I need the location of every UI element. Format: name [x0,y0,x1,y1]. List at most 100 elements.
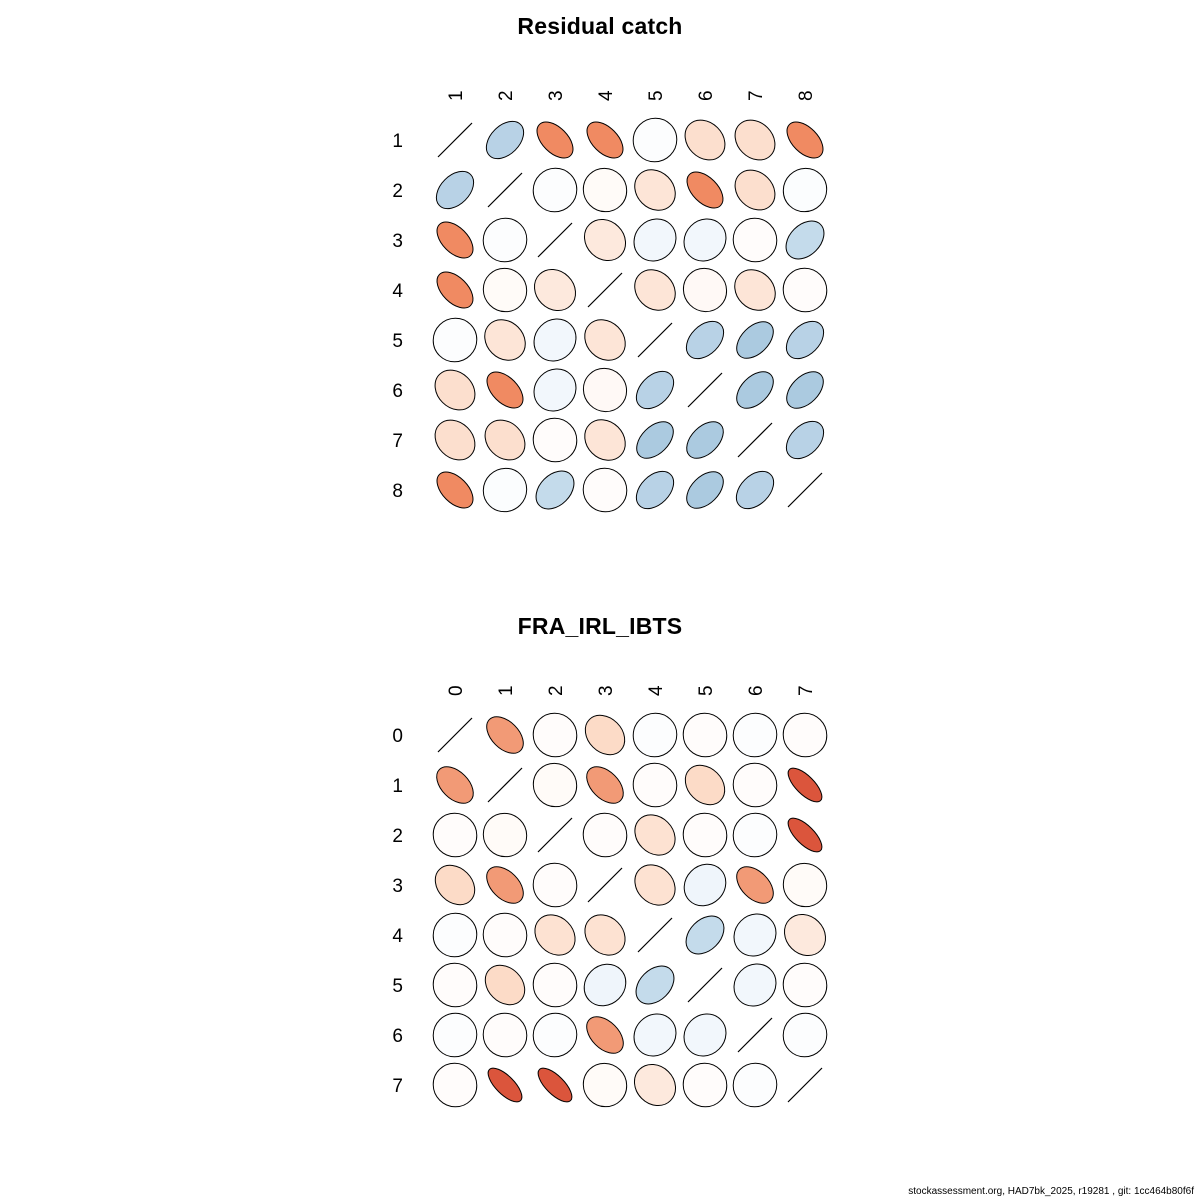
correlation-ellipse [436,471,474,509]
row-label: 7 [392,1076,403,1097]
diagonal-unit-correlation-line [737,422,773,458]
diagonal-unit-correlation-line [637,917,673,953]
correlation-ellipse [486,866,524,904]
correlation-ellipse [736,371,774,409]
correlation-ellipse [532,417,578,463]
row-label: 1 [392,776,403,797]
footer-text: stockassessment.org, HAD7bk_2025, r19281… [908,1186,1194,1197]
correlation-ellipse [536,121,574,159]
col-label: 0 [446,685,467,696]
correlation-ellipse [434,369,476,411]
col-label: 7 [746,90,767,101]
col-label: 2 [496,90,517,101]
correlation-ellipse [787,817,823,853]
diagonal-unit-correlation-line [537,817,573,853]
diagonal-unit-correlation-line [587,272,623,308]
correlation-ellipse [436,766,474,804]
correlation-ellipse [734,119,776,161]
col-label: 3 [596,685,617,696]
row-label: 2 [392,181,403,202]
correlation-ellipse [484,319,526,361]
diagonal-unit-correlation-line [787,1067,823,1103]
correlation-ellipse [732,217,778,263]
correlation-ellipse [684,764,726,806]
row-label: 6 [392,1026,403,1047]
correlation-ellipse [735,470,775,510]
correlation-ellipse [782,1012,828,1058]
row-label: 1 [392,131,403,152]
correlation-ellipse [633,218,677,262]
correlation-ellipse [582,812,628,858]
correlation-ellipse [584,914,626,956]
correlation-matrix-residual-catch: 1 2 3 4 5 6 7 8 1 2 3 4 5 6 7 8 [392,90,828,513]
row-label: 3 [392,876,403,897]
correlation-ellipse [785,320,825,360]
correlation-ellipse [682,267,728,313]
correlation-ellipse [482,812,528,858]
correlation-ellipse [532,962,578,1008]
correlation-ellipse [683,1013,727,1057]
correlation-ellipse [633,1013,677,1057]
correlation-ellipse [684,119,726,161]
correlation-ellipse [733,913,777,957]
correlation-ellipse [787,767,823,803]
correlation-ellipse [786,121,824,159]
diagonal-unit-correlation-line [487,172,523,208]
correlation-ellipse [686,171,724,209]
col-label: 4 [646,685,667,696]
correlation-ellipse [685,915,725,955]
correlation-ellipse [484,419,526,461]
correlation-ellipse [732,762,778,808]
correlation-ellipse [482,1012,528,1058]
correlation-ellipse [685,320,725,360]
col-label: 7 [796,685,817,696]
diagonal-unit-correlation-line [687,967,723,1003]
correlation-ellipse [586,766,624,804]
correlation-ellipse [636,421,674,459]
correlation-ellipse [785,220,825,260]
correlation-ellipse [632,712,678,758]
correlation-ellipse [532,862,578,908]
correlation-ellipse [537,1067,573,1103]
row-label: 4 [392,926,403,947]
correlation-ellipse [634,269,676,311]
diagonal-unit-correlation-line [537,222,573,258]
chart-title-residual-catch: Residual catch [517,13,683,39]
chart-title-fra-irl-ibts: FRA_IRL_IBTS [517,613,683,639]
correlation-ellipse [533,318,577,362]
diagonal-unit-correlation-line [487,767,523,803]
correlation-ellipse [782,862,828,908]
correlation-ellipse [487,1067,523,1103]
row-label: 5 [392,331,403,352]
correlation-ellipse [732,812,778,858]
row-label: 3 [392,231,403,252]
correlation-matrix-fra-irl-ibts: 0 1 2 3 4 5 6 7 0 1 2 3 4 5 6 7 [392,685,828,1108]
correlation-ellipse [434,864,476,906]
col-label: 2 [546,685,567,696]
correlation-ellipse [486,716,524,754]
diagonal-unit-correlation-line [737,1017,773,1053]
correlation-ellipse [432,317,478,363]
correlation-ellipse [682,712,728,758]
row-label: 6 [392,381,403,402]
col-label: 1 [446,90,467,101]
correlation-ellipse [686,471,724,509]
correlation-ellipse [432,962,478,1008]
correlation-ellipse [432,812,478,858]
correlation-ellipse [635,370,675,410]
row-label: 8 [392,481,403,502]
correlation-ellipse [532,712,578,758]
correlation-ellipse [782,712,828,758]
correlation-ellipse [632,117,678,163]
correlation-ellipse [682,812,728,858]
row-label: 0 [392,726,403,747]
correlation-ellipse [634,864,676,906]
row-label: 5 [392,976,403,997]
correlation-ellipse [634,169,676,211]
correlation-ellipse [785,420,825,460]
diagonal-unit-correlation-line [687,372,723,408]
col-label: 6 [746,685,767,696]
correlation-ellipse [633,1063,677,1107]
correlation-ellipse [532,1012,578,1058]
correlation-ellipse [533,268,577,312]
